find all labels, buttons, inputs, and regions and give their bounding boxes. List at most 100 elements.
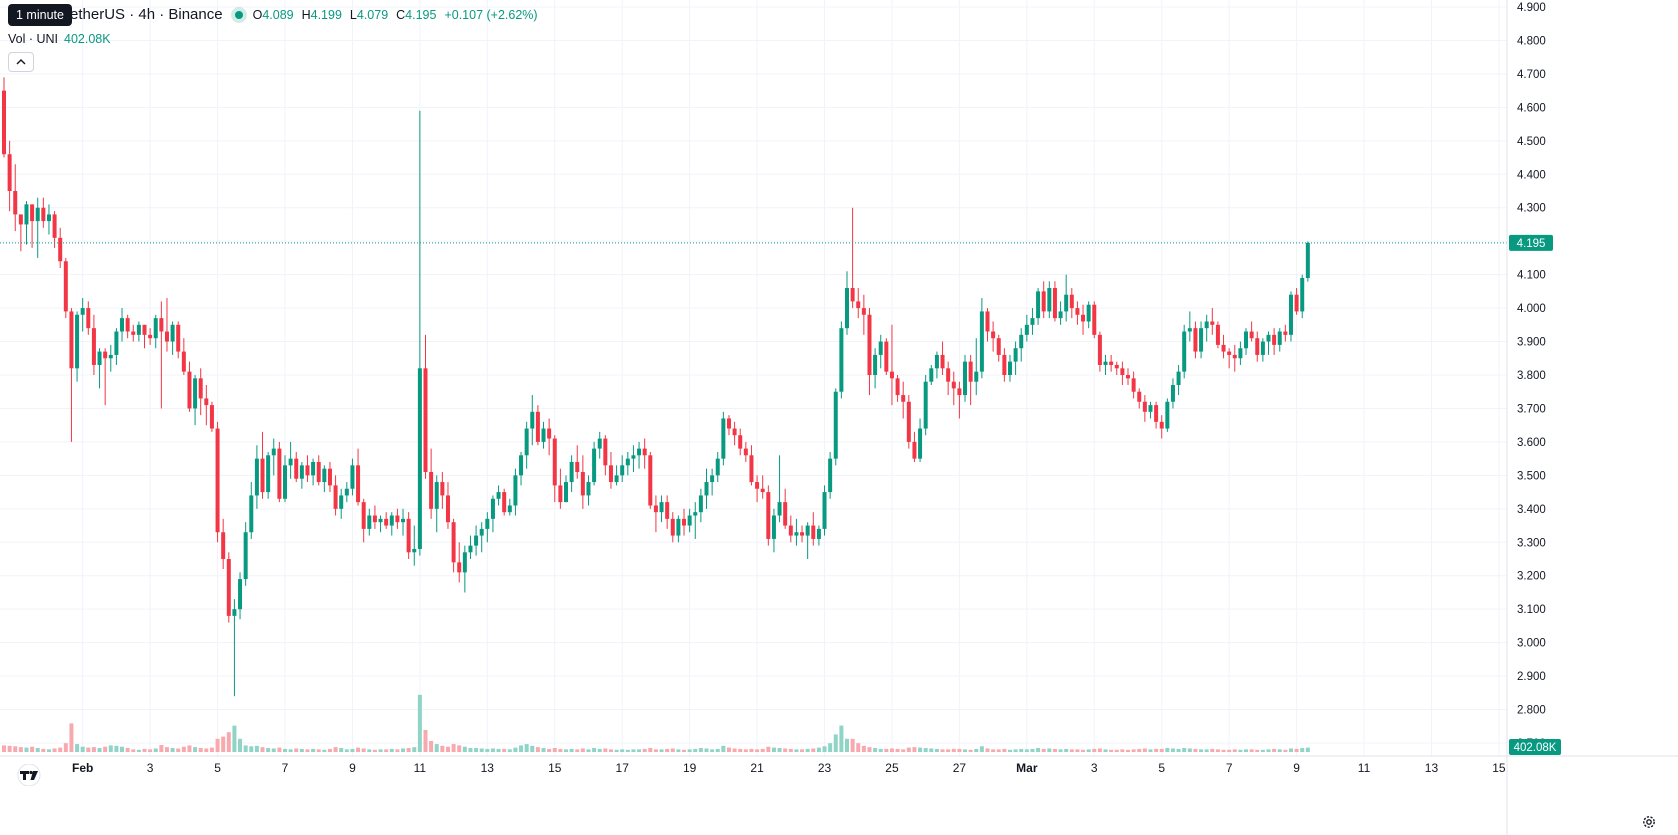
volume-bar: [266, 748, 271, 752]
candle-body: [670, 518, 675, 536]
volume-bar: [670, 748, 675, 752]
volume-bar: [929, 748, 934, 752]
volume-bar: [311, 748, 316, 752]
time-tick-label: Feb: [72, 761, 93, 775]
gear-icon[interactable]: [1641, 814, 1657, 830]
candle-body: [1170, 385, 1175, 402]
tradingview-logo-icon[interactable]: [14, 764, 44, 786]
candle-body: [822, 492, 827, 529]
candle-body: [356, 465, 361, 503]
candle-body: [1036, 291, 1041, 319]
candle-body: [1007, 361, 1012, 375]
volume-bar: [333, 747, 338, 752]
volume-bar: [215, 738, 220, 752]
candle-body: [490, 498, 495, 519]
volume-bar: [1120, 749, 1125, 752]
candle-body: [991, 331, 996, 339]
time-tick-label: Mar: [1016, 761, 1038, 775]
candle-body: [243, 532, 248, 580]
candle-body: [1244, 331, 1249, 349]
volume-bar: [1114, 749, 1119, 752]
candle-body: [41, 207, 46, 222]
candle-body: [412, 548, 417, 553]
volume-bars: [2, 694, 1310, 752]
candle-body: [1193, 328, 1198, 352]
collapse-legend-button[interactable]: [8, 52, 34, 72]
candle-body: [1047, 288, 1052, 312]
candle-body: [912, 441, 917, 459]
volume-bar: [164, 747, 169, 752]
candle-body: [940, 354, 945, 369]
candle-body: [316, 461, 321, 483]
candle-body: [1097, 334, 1102, 365]
volume-bar: [429, 741, 434, 752]
volume-bar: [957, 748, 962, 752]
ohlc-low: L4.079: [350, 8, 388, 22]
volume-bar: [1305, 747, 1310, 752]
volume-bar: [541, 748, 546, 752]
candle-body: [979, 311, 984, 372]
volume-bar: [103, 746, 108, 752]
candle-body: [1187, 328, 1192, 332]
candle-body: [1165, 401, 1170, 429]
candle-body: [1294, 294, 1299, 312]
price-axis[interactable]: 4.9004.8004.7004.6004.5004.4004.3004.200…: [1506, 0, 1546, 835]
volume-bar: [1154, 748, 1159, 752]
volume-bar: [547, 748, 552, 752]
volume-bar: [1109, 749, 1114, 752]
volume-bar: [631, 749, 636, 752]
volume-bar: [687, 749, 692, 752]
candle-body: [198, 378, 203, 399]
candle-body: [1227, 351, 1232, 355]
volume-legend[interactable]: Vol · UNI 402.08K: [8, 32, 111, 46]
time-tick-label: 3: [147, 761, 154, 775]
volume-bar: [940, 749, 945, 752]
time-tick-label: 17: [616, 761, 630, 775]
candle-body: [1159, 421, 1164, 429]
volume-bar: [1294, 748, 1299, 752]
candle-body: [1109, 361, 1114, 365]
candle-body: [547, 428, 552, 439]
close-label: C: [396, 7, 406, 22]
price-tick-label: 4.100: [1517, 270, 1546, 282]
volume-bar: [260, 747, 265, 752]
candle-body: [108, 354, 113, 359]
candle-body: [946, 368, 951, 382]
volume-bar: [991, 749, 996, 752]
volume-bar: [530, 745, 535, 752]
volume-bar: [322, 749, 327, 752]
candle-body: [1092, 304, 1097, 335]
volume-bar: [659, 749, 664, 752]
volume-bar: [552, 748, 557, 752]
volume-bar: [423, 730, 428, 752]
candles: [2, 77, 1310, 697]
volume-bar: [86, 747, 91, 752]
time-tick-label: 9: [1293, 761, 1300, 775]
volume-bar: [389, 748, 394, 752]
candle-body: [502, 492, 507, 513]
candle-body: [519, 455, 524, 476]
candle-body: [69, 311, 74, 369]
price-tick-label: 2.800: [1517, 705, 1546, 717]
time-axis[interactable]: Feb 3 5 7 9 11 13 15 17 19 21 23 25 27 Mar 3 5 7 9 11 13 15: [0, 755, 1678, 775]
candle-body: [1052, 288, 1057, 319]
volume-bar: [507, 749, 512, 752]
volume-bar: [372, 749, 377, 752]
candle-body: [496, 492, 501, 499]
candle-body: [1148, 405, 1153, 412]
volume-bar: [181, 746, 186, 752]
volume-bar: [401, 748, 406, 752]
symbol-title[interactable]: etherUS · 4h · Binance: [70, 6, 223, 23]
volume-bar: [344, 749, 349, 752]
candle-body: [1210, 321, 1215, 325]
candle-body: [845, 288, 849, 329]
volume-bar: [1199, 749, 1204, 752]
ohlc-open: O4.089: [253, 8, 294, 22]
last-volume-value: 402.08K: [1514, 742, 1557, 754]
volume-bar: [1142, 748, 1147, 752]
volume-bar: [24, 747, 29, 752]
volume-bar: [243, 745, 248, 752]
volume-bar: [800, 749, 805, 752]
